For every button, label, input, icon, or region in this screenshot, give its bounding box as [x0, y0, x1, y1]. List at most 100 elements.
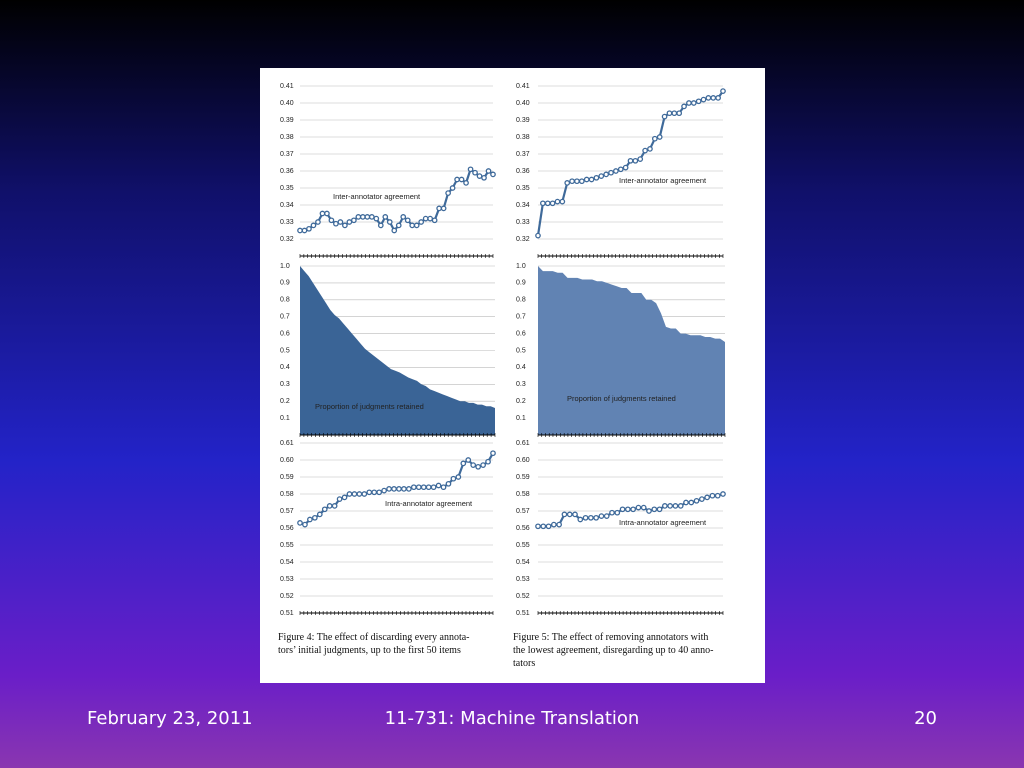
marker: [395, 222, 402, 229]
marker: [635, 504, 642, 511]
marker: [400, 214, 407, 220]
marker: [720, 491, 726, 497]
y-tick-label: 0.32: [516, 236, 530, 243]
y-tick-label: 0.57: [516, 508, 530, 515]
marker: [662, 503, 668, 509]
marker: [420, 484, 427, 491]
marker: [307, 516, 313, 523]
marker: [391, 486, 397, 492]
marker: [578, 178, 585, 185]
marker: [409, 222, 416, 229]
y-tick-label: 0.56: [516, 525, 530, 532]
y-tick-label: 0.58: [280, 491, 294, 498]
caption-line: the lowest agreement, disregarding up to…: [513, 645, 714, 656]
y-tick-label: 0.41: [280, 83, 294, 90]
y-tick-label: 0.55: [280, 542, 294, 549]
marker: [463, 180, 469, 186]
y-tick-label: 0.51: [280, 610, 294, 617]
marker: [315, 219, 321, 225]
marker: [535, 232, 541, 239]
marker: [386, 486, 392, 492]
y-tick-label: 0.60: [516, 457, 530, 464]
marker: [475, 463, 482, 470]
marker: [337, 219, 344, 225]
marker: [535, 523, 541, 530]
marker: [582, 514, 589, 521]
marker: [476, 173, 483, 179]
y-tick-label: 0.40: [280, 100, 294, 107]
marker: [603, 171, 610, 178]
marker: [342, 222, 348, 229]
marker: [598, 173, 605, 179]
annotation: Proportion of judgments retained: [567, 394, 676, 403]
marker: [714, 492, 721, 499]
y-tick-label: 0.7: [280, 314, 290, 321]
marker: [545, 523, 552, 530]
marker: [490, 171, 496, 178]
y-tick-label: 0.5: [516, 347, 526, 354]
marker: [651, 135, 658, 142]
marker: [404, 217, 411, 224]
y-tick-label: 0.40: [516, 100, 530, 107]
marker: [627, 157, 634, 164]
y-tick-label: 0.54: [516, 559, 530, 566]
marker: [651, 506, 658, 513]
marker: [715, 95, 721, 101]
marker: [346, 491, 353, 497]
caption-line: tators: [513, 658, 535, 669]
marker: [436, 205, 442, 212]
marker: [700, 96, 707, 103]
marker: [666, 110, 673, 117]
marker: [331, 503, 338, 509]
marker: [569, 178, 575, 185]
marker: [688, 499, 695, 506]
marker: [480, 462, 486, 468]
marker: [656, 134, 663, 140]
marker: [577, 516, 584, 523]
marker: [559, 198, 566, 205]
marker: [427, 215, 434, 222]
marker: [588, 176, 595, 183]
marker: [564, 180, 571, 186]
marker: [632, 157, 639, 164]
y-tick-label: 0.39: [280, 117, 294, 124]
y-tick-label: 0.2: [280, 398, 290, 405]
y-tick-label: 0.53: [280, 576, 294, 583]
marker: [683, 499, 689, 506]
y-tick-label: 0.1: [516, 415, 526, 422]
marker: [720, 88, 726, 94]
y-tick-label: 0.34: [280, 202, 294, 209]
marker: [458, 176, 465, 183]
marker: [485, 168, 492, 174]
marker: [346, 219, 353, 225]
marker: [656, 506, 663, 513]
marker: [430, 484, 437, 491]
y-tick-label: 0.1: [280, 415, 290, 422]
y-tick-label: 0.35: [516, 185, 530, 192]
y-tick-label: 0.53: [516, 576, 530, 583]
marker: [364, 214, 371, 220]
annotation: Inter-annotator agreement: [333, 192, 421, 201]
y-tick-label: 0.7: [516, 314, 526, 321]
marker: [297, 227, 303, 234]
marker: [401, 486, 407, 492]
marker: [445, 190, 451, 196]
marker: [415, 484, 422, 491]
marker: [418, 219, 425, 225]
marker: [572, 511, 578, 518]
marker: [371, 489, 378, 496]
marker: [425, 484, 432, 491]
marker: [454, 176, 460, 183]
marker: [341, 494, 348, 501]
marker: [566, 511, 573, 518]
y-tick-label: 1.0: [516, 263, 526, 270]
marker: [540, 523, 547, 530]
marker: [435, 482, 442, 489]
marker: [361, 491, 368, 497]
marker: [544, 200, 551, 207]
marker: [382, 214, 389, 220]
marker: [603, 513, 610, 519]
annotation: Intra-annotator agreement: [385, 499, 473, 508]
marker: [445, 480, 452, 487]
